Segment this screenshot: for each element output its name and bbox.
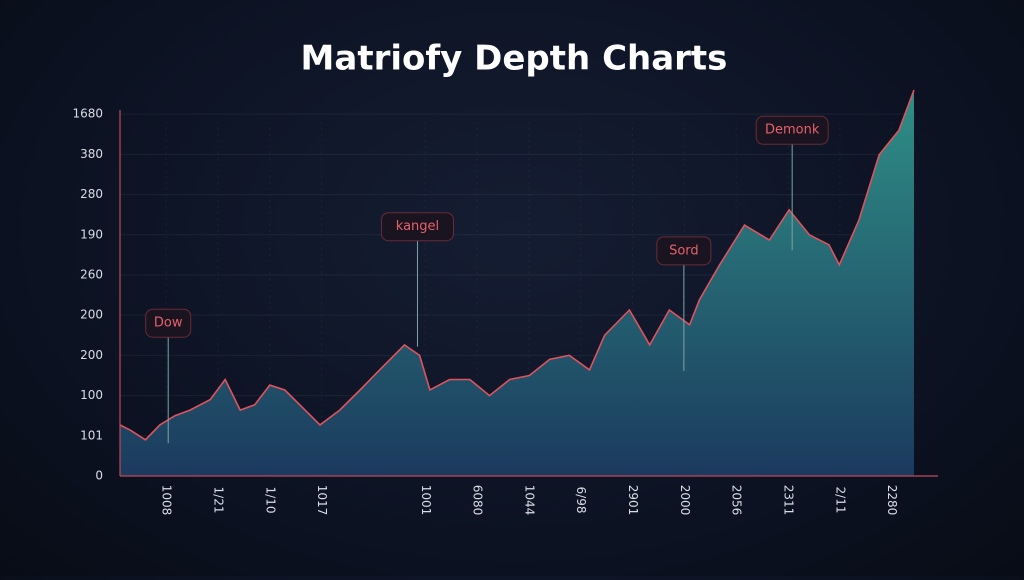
annotation-text: Demonk — [765, 123, 820, 138]
y-tick-label: 200 — [80, 348, 103, 362]
annotation-text: Sord — [669, 243, 699, 258]
x-tick-label: 1044 — [522, 485, 536, 516]
x-tick-label: 2901 — [626, 485, 640, 516]
x-tick-label: 1008 — [160, 485, 174, 516]
y-tick-label: 101 — [80, 428, 103, 442]
y-tick-label: 200 — [80, 308, 103, 322]
y-tick-label: 280 — [80, 187, 103, 201]
annotation-box — [380, 212, 454, 242]
x-tick-label: 2311 — [782, 485, 796, 516]
line — [119, 89, 915, 441]
x-tick-label: 1/10 — [263, 487, 277, 514]
annotation-box — [755, 115, 829, 145]
x-tick-label: 1/21 — [211, 487, 225, 514]
y-tick-label: 380 — [80, 147, 103, 161]
x-tick-label: 6080 — [471, 485, 485, 516]
y-tick-label: 260 — [80, 267, 103, 281]
x-tick-label: 2000 — [678, 485, 692, 516]
y-tick-label: 100 — [80, 388, 103, 402]
y-tick-label: 0 — [95, 469, 103, 483]
x-tick-label: 1017 — [315, 485, 329, 516]
annotation-text: kangel — [396, 219, 439, 234]
x-tick-label: 2/11 — [833, 487, 847, 514]
y-tick-label: 1680 — [72, 107, 103, 121]
annotation-text: Dow — [154, 316, 183, 331]
x-tick-label: 2280 — [885, 485, 899, 516]
chart-title: Matriofy Depth Charts — [301, 39, 728, 79]
area — [120, 90, 914, 476]
y-tick-label: 190 — [80, 227, 103, 241]
annotation-box — [656, 236, 712, 266]
x-tick-label: 6/98 — [574, 487, 588, 514]
annotation-box — [145, 308, 192, 338]
x-tick-label: 1001 — [419, 485, 433, 516]
x-tick-label: 2056 — [730, 485, 744, 516]
